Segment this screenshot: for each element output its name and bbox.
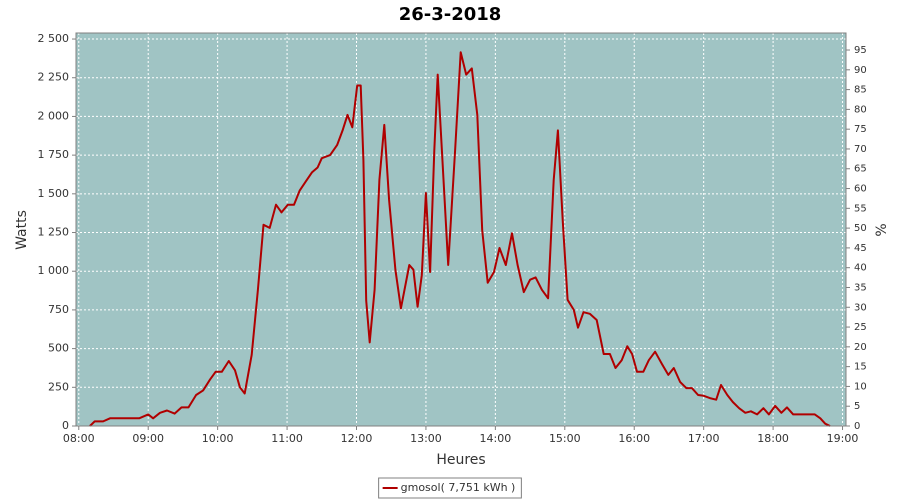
- y-tick-label: 2 500: [38, 32, 70, 45]
- y2-tick-label: 10: [854, 381, 867, 392]
- y2-tick-label: 85: [854, 85, 867, 96]
- y-tick-label: 2 000: [38, 109, 70, 122]
- legend: gmosol( 7,751 kWh ): [378, 477, 522, 499]
- y2-tick-label: 30: [854, 302, 867, 313]
- x-tick-label: 10:00: [202, 432, 234, 445]
- y2-tick-label: 15: [854, 362, 867, 373]
- line-series: [89, 51, 831, 427]
- x-tick-label: 18:00: [757, 432, 789, 445]
- plot-border: [75, 32, 847, 427]
- y2-tick-label: 20: [854, 342, 867, 353]
- y-tick-label: 1 750: [38, 148, 70, 161]
- y2-tick-label: 35: [854, 282, 867, 293]
- x-tick-label: 17:00: [688, 432, 720, 445]
- x-tick-label: 11:00: [271, 432, 303, 445]
- y-tick-label: 250: [48, 380, 69, 393]
- y2-tick-label: 25: [854, 322, 867, 333]
- y2-tick-label: 5: [854, 401, 860, 412]
- y2-tick-label: 75: [854, 124, 867, 135]
- y-tick-label: 0: [62, 419, 69, 432]
- y-tick-label: 2 250: [38, 71, 70, 84]
- x-tick-label: 08:00: [63, 432, 95, 445]
- y2-tick-label: 0: [854, 421, 860, 432]
- x-tick-label: 14:00: [480, 432, 512, 445]
- legend-label: gmosol( 7,751 kWh ): [401, 481, 516, 494]
- y2-tick-label: 60: [854, 184, 867, 195]
- y2-tick-label: 80: [854, 104, 867, 115]
- y-tick-label: 1 000: [38, 264, 70, 277]
- x-tick-label: 13:00: [410, 432, 442, 445]
- x-tick-label: 19:00: [827, 432, 859, 445]
- y-tick-label: 750: [48, 303, 69, 316]
- x-tick-label: 16:00: [618, 432, 650, 445]
- y-tick-label: 500: [48, 342, 69, 355]
- x-tick-label: 15:00: [549, 432, 581, 445]
- x-axis-label: Heures: [436, 452, 485, 468]
- x-tick-label: 12:00: [341, 432, 373, 445]
- y2-tick-label: 65: [854, 164, 867, 175]
- y2-tick-label: 45: [854, 243, 867, 254]
- legend-box: [378, 477, 522, 499]
- y-tick-label: 1 500: [38, 187, 70, 200]
- y-axis-label: Watts: [14, 210, 30, 250]
- plot-area: [75, 32, 847, 427]
- y2-tick-label: 95: [854, 45, 867, 56]
- x-tick-label: 09:00: [132, 432, 164, 445]
- y-tick-label: 1 250: [38, 226, 70, 239]
- y2-axis-label: %: [874, 223, 890, 236]
- y2-tick-label: 50: [854, 223, 867, 234]
- chart-title: 26-3-2018: [399, 4, 502, 25]
- y2-tick-label: 70: [854, 144, 867, 155]
- y2-tick-label: 55: [854, 203, 867, 214]
- y2-tick-label: 90: [854, 65, 867, 76]
- y2-tick-label: 40: [854, 263, 867, 274]
